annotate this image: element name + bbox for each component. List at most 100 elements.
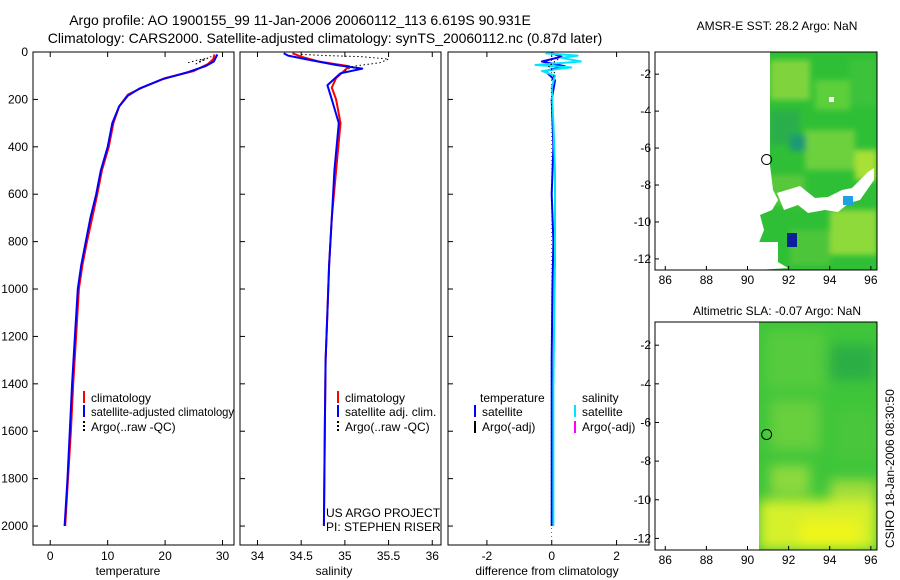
sst-gap-pixel xyxy=(829,97,834,102)
y-tick-label: 600 xyxy=(8,187,28,201)
sla-field-texture xyxy=(759,330,877,550)
sla-map-frame xyxy=(654,321,878,551)
map-x-tick-label: 92 xyxy=(782,273,796,287)
map-x-tick-label: 90 xyxy=(741,273,755,287)
legend-label-climatology: climatology xyxy=(91,391,151,405)
creation-stamp: CSIRO 18-Jan-2006 08:30:50 xyxy=(883,389,897,548)
salinity-legend: climatology satellite adj. clim. Argo(..… xyxy=(337,391,436,434)
figure-title-line2: Climatology: CARS2000. Satellite-adjuste… xyxy=(48,30,603,46)
sla-map-axes: 86 88 90 92 94 96 -2 -4 -6 -8 -10 -12 xyxy=(634,338,878,567)
y-tick-label: 800 xyxy=(8,235,28,249)
temperature-xlabel: temperature xyxy=(96,564,161,578)
profile-location-marker xyxy=(761,428,773,440)
project-pi: PI: STEPHEN RISER xyxy=(326,520,441,534)
y-tick-label: 1600 xyxy=(1,424,28,438)
difference-plot: -2 0 2 xyxy=(448,51,620,563)
map-x-tick-label: 88 xyxy=(700,553,714,567)
map-y-tick-label: -12 xyxy=(634,252,652,266)
series-line-argo-raw-qc xyxy=(187,56,212,66)
x-tick-label: 2 xyxy=(613,549,620,563)
legend-label-argo: Argo(..raw -QC) xyxy=(345,420,430,434)
difference-legend: temperature satellite Argo(-adj) salinit… xyxy=(474,391,635,434)
sla-map-field xyxy=(654,321,878,551)
legend-label-argo: Argo(..raw -QC) xyxy=(91,420,176,434)
map-y-tick-label: -8 xyxy=(640,178,651,192)
salinity-panel-frame xyxy=(239,51,442,546)
series-line-climatology xyxy=(64,54,216,527)
sst-map-axes: 86 88 90 92 94 96 -2 -4 -6 -8 -10 -12 xyxy=(634,67,878,287)
legend-heading-temperature: temperature xyxy=(480,391,545,405)
map-x-tick-label: 88 xyxy=(700,273,714,287)
figure-title-line1: Argo profile: AO 1900155_99 11-Jan-2006 … xyxy=(69,12,531,28)
legend-label-salinity-argo: Argo(-adj) xyxy=(582,420,635,434)
legend-label-satellite-adj: satellite adj. clim. xyxy=(345,405,436,419)
profile-location-marker xyxy=(761,154,773,166)
y-tick-label: 1400 xyxy=(1,377,28,391)
sst-map-frame xyxy=(654,51,878,271)
map-x-tick-label: 92 xyxy=(782,553,796,567)
x-tick-label: 0 xyxy=(47,549,54,563)
map-y-tick-label: -8 xyxy=(640,454,651,468)
x-tick-label: 30 xyxy=(216,549,230,563)
map-x-tick-label: 96 xyxy=(864,553,878,567)
sst-map-field xyxy=(654,51,878,271)
y-tick-label: 2000 xyxy=(1,519,28,533)
sla-map-title: Altimetric SLA: -0.07 Argo: NaN xyxy=(693,304,861,318)
legend-label-climatology: climatology xyxy=(345,391,405,405)
map-y-tick-label: -6 xyxy=(640,141,651,155)
salinity-xlabel: salinity xyxy=(316,564,353,578)
sst-gap-lower-left xyxy=(759,242,788,270)
x-tick-label: 35.5 xyxy=(377,549,401,563)
y-tick-label: 1200 xyxy=(1,329,28,343)
map-y-tick-label: -10 xyxy=(634,215,652,229)
y-tick-label: 1800 xyxy=(1,472,28,486)
x-tick-label: 0 xyxy=(548,549,555,563)
x-tick-label: 20 xyxy=(158,549,172,563)
sst-land-mask xyxy=(759,52,778,270)
x-tick-label: 10 xyxy=(101,549,115,563)
temperature-plot: 0 10 20 30 0 200 400 600 800 1000 1200 1400 1600 1800… xyxy=(1,45,229,563)
legend-label-satellite-adjusted: satellite-adjusted climatology xyxy=(91,405,234,419)
x-tick-label: 34.5 xyxy=(289,549,313,563)
series-line-satellite-adjusted-climatology xyxy=(63,53,219,527)
sst-map-title: AMSR-E SST: 28.2 Argo: NaN xyxy=(697,19,858,33)
map-y-tick-label: -4 xyxy=(640,104,651,118)
legend-heading-salinity: salinity xyxy=(582,391,619,405)
x-tick-label: -2 xyxy=(482,549,493,563)
x-tick-label: 36 xyxy=(426,549,440,563)
series-line-satellite-adj-clim xyxy=(283,52,364,527)
map-y-tick-label: -6 xyxy=(640,415,651,429)
sst-cool-pixel xyxy=(843,196,853,205)
map-x-tick-label: 94 xyxy=(823,273,837,287)
temperature-legend: climatology satellite-adjusted climatolo… xyxy=(83,391,234,434)
map-y-tick-label: -10 xyxy=(634,493,652,507)
series-line-climatology xyxy=(292,52,351,527)
series-line-satellite xyxy=(534,52,582,526)
map-y-tick-label: -2 xyxy=(640,338,651,352)
legend-label-temperature-satellite: satellite xyxy=(482,405,523,419)
map-y-tick-label: -12 xyxy=(634,531,652,545)
y-tick-label: 400 xyxy=(8,140,28,154)
difference-panel-frame xyxy=(447,51,650,546)
legend-label-temperature-argo: Argo(-adj) xyxy=(482,420,535,434)
x-tick-label: 35 xyxy=(338,549,352,563)
series-line-argo-adj xyxy=(548,58,559,81)
legend-label-salinity-satellite: satellite xyxy=(582,405,623,419)
map-y-tick-label: -4 xyxy=(640,377,651,391)
temperature-panel-frame xyxy=(32,51,235,546)
y-tick-label: 1000 xyxy=(1,282,28,296)
project-name: US ARGO PROJECT xyxy=(326,506,441,520)
map-y-tick-label: -2 xyxy=(640,67,651,81)
x-tick-label: 34 xyxy=(251,549,265,563)
salinity-plot: 34 34.5 35 35.5 36 xyxy=(240,51,440,563)
map-x-tick-label: 90 xyxy=(741,553,755,567)
map-x-tick-label: 86 xyxy=(659,273,673,287)
sst-cold-pixel xyxy=(787,233,797,247)
map-x-tick-label: 86 xyxy=(659,553,673,567)
map-x-tick-label: 94 xyxy=(823,553,837,567)
y-tick-label: 200 xyxy=(8,92,28,106)
difference-xlabel: difference from climatology xyxy=(475,564,618,578)
map-x-tick-label: 96 xyxy=(864,273,878,287)
y-tick-label: 0 xyxy=(21,45,28,59)
